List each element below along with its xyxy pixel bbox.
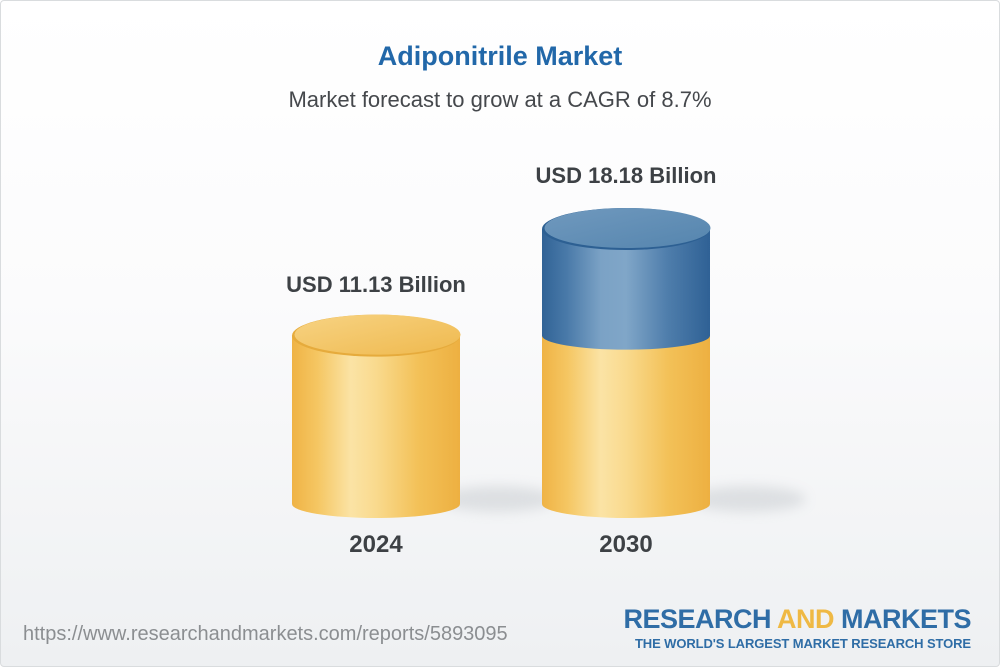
- bar-value-label-2030: USD 18.18 Billion: [535, 163, 717, 188]
- logo-word-markets: MARKETS: [841, 604, 972, 634]
- page-subtitle: Market forecast to grow at a CAGR of 8.7…: [288, 87, 712, 112]
- brand-logo: RESEARCH AND MARKETS THE WORLD'S LARGEST…: [623, 606, 971, 652]
- bar-category-label-2030: 2030: [599, 531, 653, 558]
- logo-tagline: THE WORLD'S LARGEST MARKET RESEARCH STOR…: [634, 636, 971, 651]
- page-title: Adiponitrile Market: [377, 41, 623, 71]
- bar-value-label-2024: USD 11.13 Billion: [286, 272, 466, 297]
- logo-word-research: RESEARCH: [623, 604, 771, 634]
- report-url: https://www.researchandmarkets.com/repor…: [23, 623, 508, 645]
- logo-wordmark: RESEARCH AND MARKETS: [623, 606, 971, 633]
- logo-word-and: AND: [776, 604, 835, 634]
- bar-category-label-2024: 2024: [349, 531, 403, 558]
